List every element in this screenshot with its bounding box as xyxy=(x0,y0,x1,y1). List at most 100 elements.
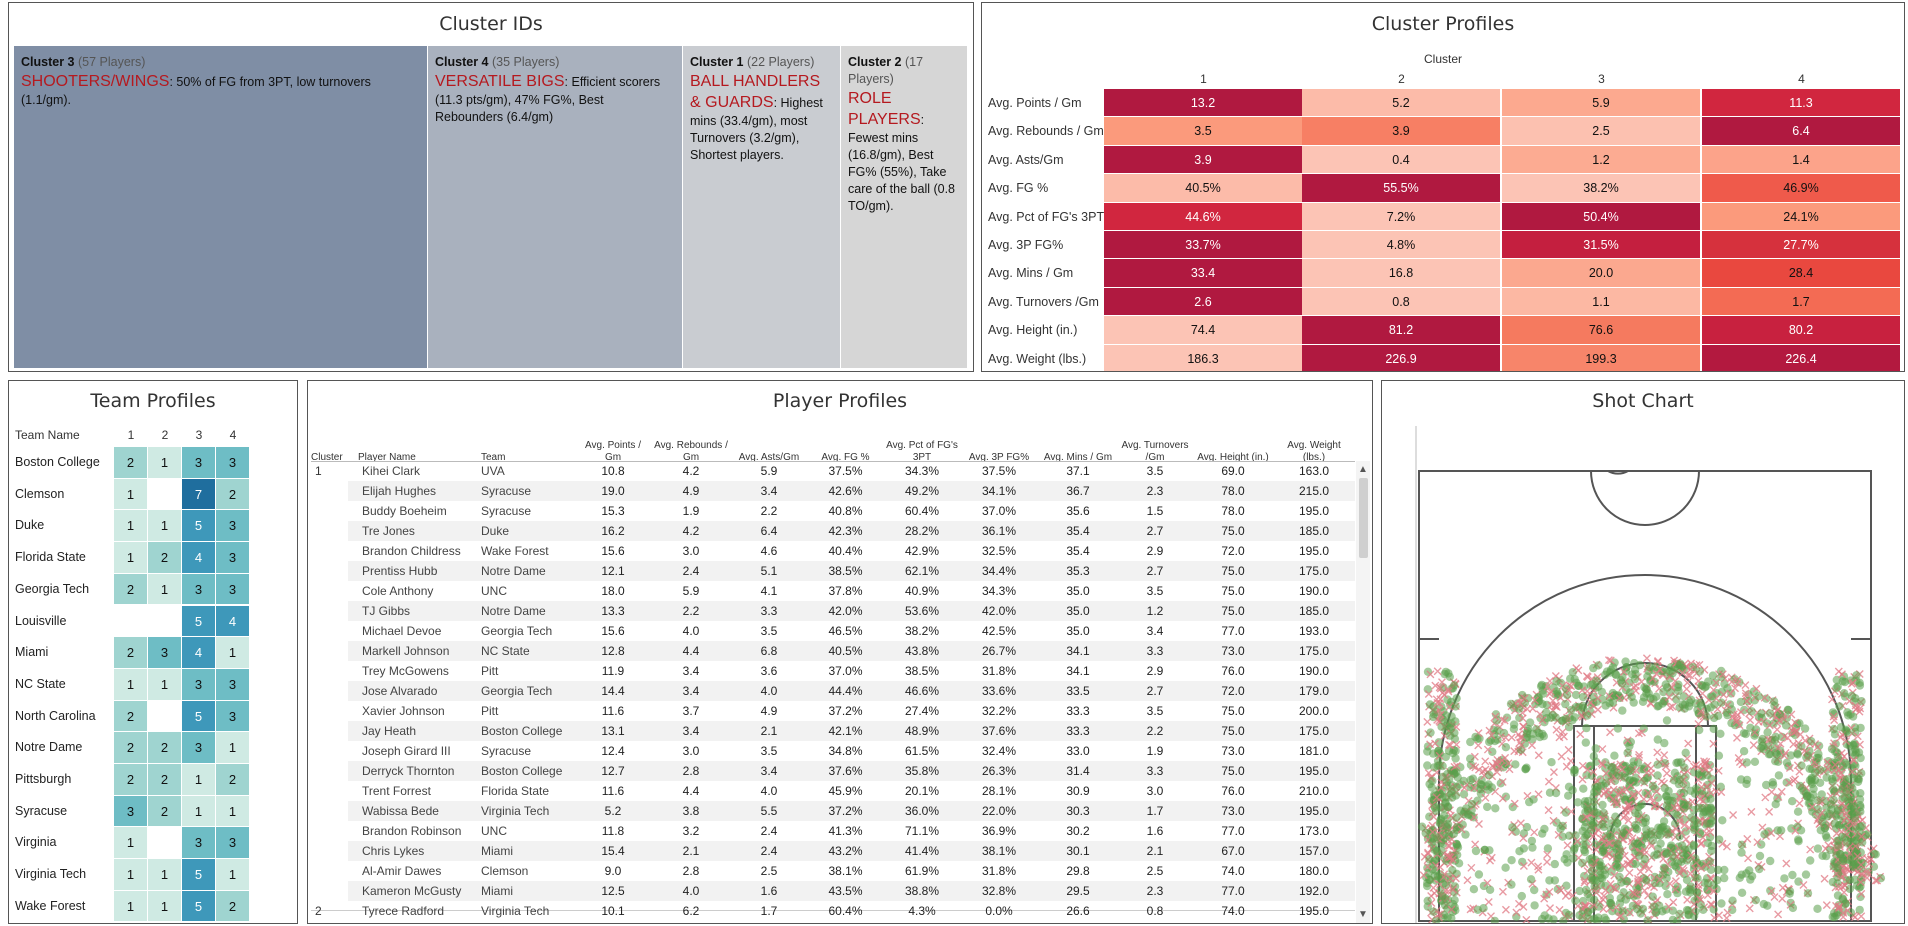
player-row[interactable]: Trey McGowens Pitt 11.9 3.4 3.6 37.0% 38.5% 31.… xyxy=(348,661,1355,681)
cluster-profile-cell[interactable]: 55.5% xyxy=(1302,174,1501,203)
player-row[interactable]: Markell Johnson NC State 12.8 4.4 6.8 40.5% 43… xyxy=(348,641,1355,661)
team-count-cell[interactable]: 3 xyxy=(148,637,182,669)
team-count-cell[interactable]: 4 xyxy=(182,542,216,574)
team-count-cell[interactable]: 2 xyxy=(114,447,148,479)
team-count-cell[interactable]: 5 xyxy=(182,700,216,733)
cluster-profile-cell[interactable]: 3.9 xyxy=(1104,145,1303,175)
cluster-profile-cell[interactable]: 1.4 xyxy=(1702,145,1901,175)
cluster-profile-cell[interactable]: 46.9% xyxy=(1702,174,1901,203)
team-count-cell[interactable]: 4 xyxy=(216,605,250,638)
team-count-cell[interactable]: 1 xyxy=(216,859,250,891)
cluster-profile-cell[interactable]: 3.9 xyxy=(1302,117,1501,146)
shot-chart-court[interactable] xyxy=(1382,381,1905,924)
player-column-header[interactable]: Avg. Turnovers /Gm xyxy=(1121,440,1189,463)
player-column-header[interactable]: Avg. 3P FG% xyxy=(968,452,1030,463)
player-column-header[interactable]: Avg. Weight (lbs.) xyxy=(1287,440,1341,463)
cluster-profile-cell[interactable]: 16.8 xyxy=(1302,259,1501,288)
team-count-cell[interactable]: 1 xyxy=(114,542,148,574)
player-row[interactable]: Buddy Boeheim Syracuse 15.3 1.9 2.2 40.8% 60.4… xyxy=(348,501,1355,521)
cluster-profile-cell[interactable]: 7.2% xyxy=(1302,202,1501,231)
player-row[interactable]: Kihei Clark UVA 10.8 4.2 5.9 37.5% 34.3% 37.5% 3… xyxy=(348,461,1355,481)
team-count-cell[interactable]: 2 xyxy=(148,542,182,574)
cluster-profile-cell[interactable]: 76.6 xyxy=(1502,316,1701,345)
team-count-cell[interactable]: 5 xyxy=(182,605,216,638)
cluster-profile-cell[interactable]: 80.2 xyxy=(1702,316,1901,345)
team-count-cell[interactable]: 2 xyxy=(216,478,250,511)
team-count-cell[interactable]: 3 xyxy=(216,573,250,606)
player-row[interactable]: Al-Amir Dawes Clemson 9.0 2.8 2.5 38.1% 61.9% 3… xyxy=(348,861,1355,881)
player-column-header[interactable]: Team xyxy=(481,452,506,463)
cluster-profile-cell[interactable]: 5.9 xyxy=(1502,89,1701,118)
player-row[interactable]: Cole Anthony UNC 18.0 5.9 4.1 37.8% 40.9% 34.3%… xyxy=(348,581,1355,601)
team-count-cell[interactable]: 3 xyxy=(216,700,250,733)
cluster-profile-cell[interactable]: 226.4 xyxy=(1702,344,1901,371)
team-count-cell[interactable] xyxy=(148,700,182,733)
team-count-cell[interactable]: 1 xyxy=(148,668,182,701)
player-column-header[interactable]: Avg. Asts/Gm xyxy=(738,452,800,463)
player-column-header[interactable]: Avg. Points / Gm xyxy=(585,440,641,463)
team-count-cell[interactable]: 3 xyxy=(216,827,250,860)
cluster-profile-cell[interactable]: 81.2 xyxy=(1302,316,1501,345)
player-column-header[interactable]: Avg. FG % xyxy=(821,452,870,463)
team-count-cell[interactable]: 3 xyxy=(114,795,148,828)
team-count-cell[interactable]: 2 xyxy=(148,732,182,764)
cluster-profile-cell[interactable]: 2.5 xyxy=(1502,117,1701,146)
cluster-profile-cell[interactable]: 38.2% xyxy=(1502,174,1701,203)
cluster-profile-cell[interactable]: 0.8 xyxy=(1302,287,1501,317)
player-column-header[interactable]: Avg. Height (in.) xyxy=(1197,452,1269,463)
team-count-cell[interactable]: 3 xyxy=(216,447,250,479)
player-row[interactable]: Trent Forrest Florida State 11.6 4.4 4.0 45.9… xyxy=(348,781,1355,801)
player-row[interactable]: Derryck Thornton Boston College 12.7 2.8 3.4… xyxy=(348,761,1355,781)
player-row[interactable]: Kameron McGusty Miami 12.5 4.0 1.6 43.5% 38.8%… xyxy=(348,881,1355,901)
team-count-cell[interactable]: 1 xyxy=(114,859,148,891)
team-count-cell[interactable]: 2 xyxy=(216,890,250,923)
player-row[interactable]: Joseph Girard III Syracuse 12.4 3.0 3.5 34.8%… xyxy=(348,741,1355,761)
team-count-cell[interactable]: 1 xyxy=(182,764,216,796)
cluster-profile-cell[interactable]: 0.4 xyxy=(1302,145,1501,175)
team-count-cell[interactable]: 3 xyxy=(182,447,216,479)
cluster-profile-cell[interactable]: 1.2 xyxy=(1502,145,1701,175)
team-count-cell[interactable]: 3 xyxy=(182,668,216,701)
cluster-profile-cell[interactable]: 50.4% xyxy=(1502,202,1701,231)
player-column-header[interactable]: Cluster xyxy=(311,452,343,463)
player-row[interactable]: Brandon Robinson UNC 11.8 3.2 2.4 41.3% 71.1% 3… xyxy=(348,821,1355,841)
cluster-profile-cell[interactable]: 3.5 xyxy=(1104,117,1303,146)
player-column-header[interactable]: Avg. Pct of FG's 3PT xyxy=(886,440,958,463)
cluster-profile-cell[interactable]: 186.3 xyxy=(1104,344,1303,371)
team-count-cell[interactable]: 3 xyxy=(182,827,216,860)
player-scrollbar[interactable] xyxy=(1356,461,1370,923)
player-column-header[interactable]: Player Name xyxy=(358,452,416,463)
cluster-tile-1[interactable]: Cluster 3 (57 Players) SHOOTERS/WINGS: 50… xyxy=(14,46,428,368)
team-count-cell[interactable]: 1 xyxy=(114,510,148,543)
team-count-cell[interactable]: 1 xyxy=(114,890,148,923)
team-count-cell[interactable] xyxy=(114,605,148,638)
cluster-profile-cell[interactable]: 199.3 xyxy=(1502,344,1701,371)
player-column-header[interactable]: Avg. Mins / Gm xyxy=(1043,452,1113,463)
team-count-cell[interactable]: 2 xyxy=(114,637,148,669)
cluster-profile-cell[interactable]: 40.5% xyxy=(1104,174,1303,203)
cluster-profile-cell[interactable]: 1.1 xyxy=(1502,287,1701,317)
team-count-cell[interactable]: 1 xyxy=(148,447,182,479)
cluster-profile-cell[interactable]: 31.5% xyxy=(1502,231,1701,260)
player-row[interactable]: Brandon Childress Wake Forest 15.6 3.0 4.6 40… xyxy=(348,541,1355,561)
cluster-profile-cell[interactable]: 33.4 xyxy=(1104,259,1303,288)
player-row[interactable]: Michael Devoe Georgia Tech 15.6 4.0 3.5 46.5%… xyxy=(348,621,1355,641)
team-count-cell[interactable]: 2 xyxy=(114,764,148,796)
scroll-up-arrow-icon[interactable]: ▲ xyxy=(1358,464,1368,475)
team-count-cell[interactable] xyxy=(148,827,182,860)
team-count-cell[interactable]: 1 xyxy=(216,732,250,764)
team-count-cell[interactable]: 1 xyxy=(114,668,148,701)
team-count-cell[interactable]: 1 xyxy=(114,478,148,511)
team-count-cell[interactable]: 2 xyxy=(148,764,182,796)
player-row[interactable]: TJ Gibbs Notre Dame 13.3 2.2 3.3 42.0% 53.6% 42… xyxy=(348,601,1355,621)
team-count-cell[interactable] xyxy=(148,605,182,638)
team-count-cell[interactable] xyxy=(148,478,182,511)
cluster-profile-cell[interactable]: 5.2 xyxy=(1302,89,1501,118)
player-row[interactable]: Prentiss Hubb Notre Dame 12.1 2.4 5.1 38.5% 62… xyxy=(348,561,1355,581)
cluster-tile-4[interactable]: Cluster 2 (17 Players) ROLE PLAYERS: Fewe… xyxy=(841,46,968,368)
team-count-cell[interactable]: 5 xyxy=(182,510,216,543)
cluster-profile-cell[interactable]: 20.0 xyxy=(1502,259,1701,288)
team-count-cell[interactable]: 7 xyxy=(182,478,216,511)
team-count-cell[interactable]: 2 xyxy=(114,700,148,733)
team-count-cell[interactable]: 1 xyxy=(182,795,216,828)
